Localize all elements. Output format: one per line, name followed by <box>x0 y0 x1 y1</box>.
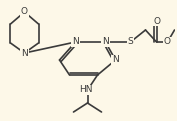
Text: O: O <box>21 8 28 16</box>
Text: HN: HN <box>79 86 92 95</box>
Text: O: O <box>153 16 160 26</box>
Text: O: O <box>164 38 171 46</box>
Text: N: N <box>72 38 79 46</box>
Text: N: N <box>112 56 119 64</box>
Text: N: N <box>21 49 28 57</box>
Text: S: S <box>128 38 133 46</box>
Text: N: N <box>102 38 109 46</box>
